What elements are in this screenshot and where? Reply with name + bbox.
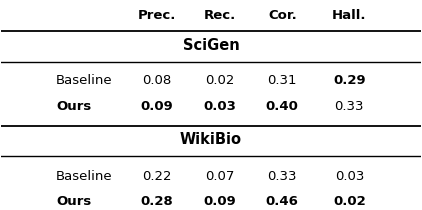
Text: 0.28: 0.28 — [140, 196, 173, 209]
Text: 0.33: 0.33 — [268, 170, 297, 183]
Text: 0.09: 0.09 — [140, 100, 173, 113]
Text: Prec.: Prec. — [137, 9, 176, 22]
Text: 0.40: 0.40 — [266, 100, 299, 113]
Text: 0.22: 0.22 — [142, 170, 171, 183]
Text: 0.08: 0.08 — [142, 74, 171, 87]
Text: 0.02: 0.02 — [333, 196, 366, 209]
Text: Baseline: Baseline — [56, 74, 113, 87]
Text: WikiBio: WikiBio — [180, 133, 242, 147]
Text: 0.33: 0.33 — [335, 100, 364, 113]
Text: 0.29: 0.29 — [333, 74, 365, 87]
Text: 0.09: 0.09 — [203, 196, 236, 209]
Text: SciGen: SciGen — [183, 38, 239, 53]
Text: 0.46: 0.46 — [266, 196, 299, 209]
Text: 0.03: 0.03 — [335, 170, 364, 183]
Text: Ours: Ours — [56, 100, 91, 113]
Text: Hall.: Hall. — [332, 9, 367, 22]
Text: 0.02: 0.02 — [205, 74, 234, 87]
Text: Ours: Ours — [56, 196, 91, 209]
Text: 0.03: 0.03 — [203, 100, 236, 113]
Text: Cor.: Cor. — [268, 9, 297, 22]
Text: 0.31: 0.31 — [268, 74, 297, 87]
Text: Baseline: Baseline — [56, 170, 113, 183]
Text: 0.07: 0.07 — [205, 170, 234, 183]
Text: Rec.: Rec. — [203, 9, 235, 22]
